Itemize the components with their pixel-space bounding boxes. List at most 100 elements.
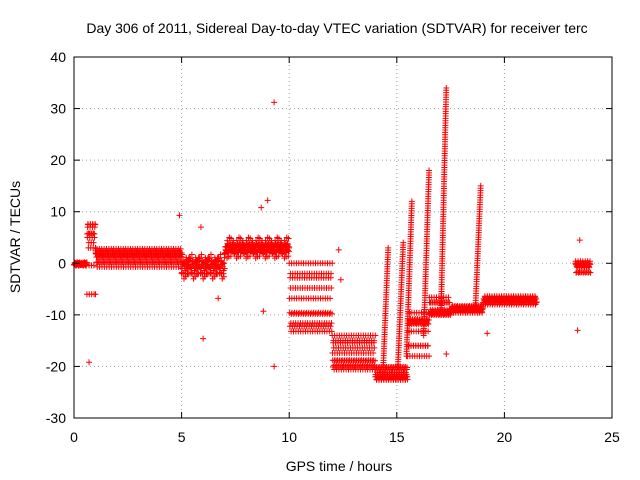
data-point [211,273,218,280]
outlier-point [258,204,265,211]
spike-point [443,84,450,91]
data-point [328,320,335,327]
data-point [329,310,336,317]
data-point [246,253,253,260]
spike-point [385,244,392,251]
y-tick-label: 40 [50,49,66,65]
outlier-point [443,351,450,358]
data-point [208,251,215,258]
x-tick-label: 25 [604,429,620,445]
tick-labels: 0 5 10 15 20 25 -30 -20 -10 0 10 20 30 40 [46,49,620,445]
x-tick-label: 5 [178,429,186,445]
spike-point [408,198,415,205]
x-tick-label: 20 [497,429,513,445]
data-point [187,264,194,271]
y-tick-label: -30 [46,410,66,426]
outlier-point [335,246,342,253]
data-point [227,253,234,260]
data-point [198,251,205,258]
x-axis-label: GPS time / hours [286,458,393,474]
data-point [372,357,379,364]
y-tick-label: 20 [50,152,66,168]
data-point [179,251,186,258]
outlier-point [574,327,581,334]
y-tick-label: -20 [46,358,66,374]
data-point [182,273,189,280]
data-point [266,253,273,260]
y-tick-label: 0 [58,255,66,271]
outlier-point [271,99,278,106]
outlier-point [215,295,222,302]
data-point [533,298,540,305]
data-point [220,273,227,280]
data-point [275,253,282,260]
data-point [426,353,433,360]
spike-point [426,167,433,174]
data-point [327,295,334,302]
data-point [197,264,204,271]
data-point [285,253,292,260]
data-point [371,337,378,344]
data-point [91,234,98,241]
outlier-point [337,276,344,283]
data-point [237,253,244,260]
data-point [327,323,334,330]
data-point [424,320,431,327]
data-point [404,364,411,371]
spike-point [477,182,484,189]
spike-point [400,239,407,246]
data-point [404,376,411,383]
data-point [201,273,208,280]
data-point [424,342,431,349]
outlier-point [260,308,267,315]
data-point [425,328,432,335]
data-point [216,264,223,271]
data-point [90,230,97,237]
data-point [92,221,99,228]
outlier-point [264,197,271,204]
y-tick-label: -10 [46,307,66,323]
data-point [177,245,184,252]
y-axis-label: SDTVAR / TECUs [7,181,23,293]
data-point [256,253,263,260]
data-point [217,251,224,258]
data-point [328,285,335,292]
data-point [372,332,379,339]
data-point [370,350,377,357]
data-point [286,244,293,251]
outlier-point [271,363,278,370]
outlier-point [200,335,207,342]
data-point [188,251,195,258]
outlier-point [197,224,204,231]
y-tick-label: 10 [50,204,66,220]
y-tick-label: 30 [50,101,66,117]
data-point [285,247,292,254]
data-point [221,260,228,267]
data-point [90,262,97,269]
outlier-point [176,212,183,219]
data-point [446,299,453,306]
chart-title: Day 306 of 2011, Sidereal Day-to-day VTE… [86,20,587,36]
data-point [219,259,226,266]
data-point [206,264,213,271]
outlier-point [576,237,583,244]
data-point [587,261,594,268]
data-point [371,344,378,351]
axis-ticks [73,56,613,419]
data-point [587,269,594,276]
x-tick-label: 10 [281,429,297,445]
outlier-point [86,359,93,366]
data-point [328,270,335,277]
data-point [221,265,228,272]
data-point [285,235,292,242]
plot-frame [73,56,613,419]
outlier-point [92,291,99,298]
x-tick-label: 0 [70,429,78,445]
data-point [192,273,199,280]
data-point [402,363,409,370]
data-points [71,84,594,383]
data-point [329,260,336,267]
x-tick-label: 15 [389,429,405,445]
data-point [90,239,97,246]
